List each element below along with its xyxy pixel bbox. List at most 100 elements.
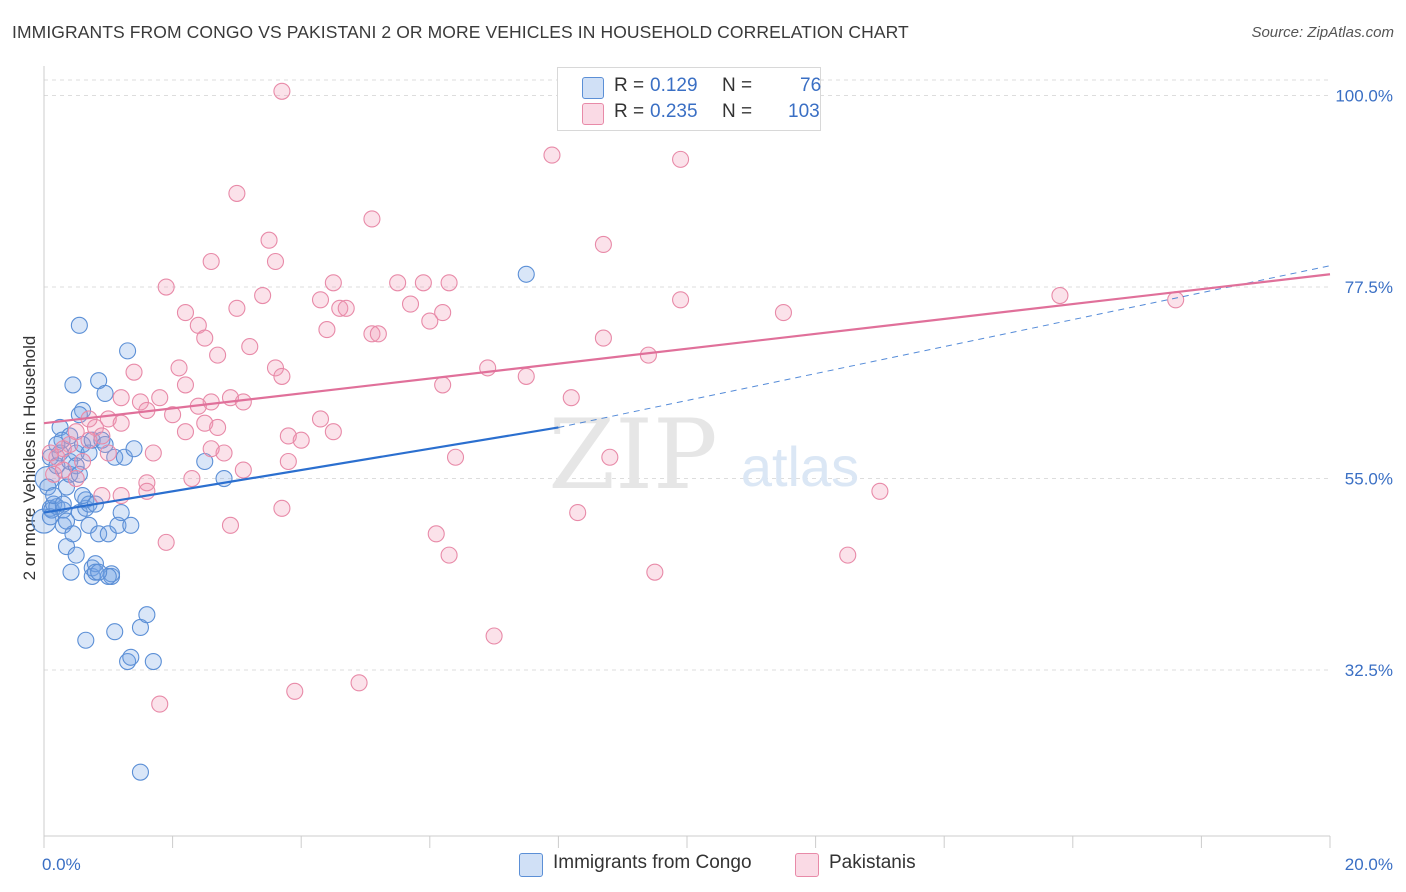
pakistani-point — [41, 444, 59, 462]
pakistani-point — [112, 389, 130, 407]
pakistani-point — [215, 444, 233, 462]
pakistani-point — [440, 546, 458, 564]
pakistani-point — [125, 363, 143, 381]
legend-label-pakistanis: Pakistanis — [829, 852, 916, 873]
r-label: R = — [614, 101, 645, 122]
pakistani-point — [446, 448, 465, 466]
congo-point — [119, 342, 137, 360]
pakistani-point — [421, 312, 439, 330]
congo-point — [90, 525, 108, 543]
pakistani-point — [209, 346, 227, 364]
pakistani-point — [209, 418, 227, 437]
pakistani-point — [157, 278, 175, 296]
pakistani-point — [144, 444, 162, 462]
y-tick-label: 55.0% — [1345, 470, 1393, 489]
pakistani-point — [221, 516, 240, 534]
pakistani-point — [266, 252, 285, 271]
pakistani-point — [260, 231, 278, 249]
pakistani-point — [112, 414, 130, 432]
pakistani-point — [363, 325, 381, 343]
congo-point — [112, 504, 130, 522]
source-label: Source: ZipAtlas.com — [1251, 24, 1394, 41]
congo-point — [131, 763, 149, 781]
x-tick-label-min: 0.0% — [42, 855, 81, 874]
pakistani-point — [273, 367, 291, 385]
pakistani-point — [279, 427, 297, 445]
congo-point — [67, 444, 85, 462]
congo-point — [96, 384, 114, 402]
congo-point — [125, 440, 143, 458]
pakistani-point — [646, 563, 664, 581]
pakistani-point — [241, 338, 259, 356]
pakistani-point — [401, 295, 420, 313]
pakistani-point — [318, 321, 336, 339]
pakistani-point — [234, 461, 252, 479]
pakistani-point — [273, 82, 291, 100]
pakistani-point — [183, 469, 201, 488]
pakistani-point — [639, 346, 657, 364]
congo-point — [106, 623, 124, 641]
pakistani-point — [414, 274, 432, 292]
pakistani-point — [254, 286, 272, 305]
pakistani-point — [266, 359, 285, 377]
r-value: 0.129 — [650, 75, 698, 96]
pakistani-point — [1167, 291, 1185, 309]
pakistani-point — [517, 367, 535, 385]
pakistani-point — [234, 393, 252, 411]
pakistani-point — [164, 406, 182, 424]
pakistani-point — [292, 431, 310, 449]
congo-point — [80, 516, 98, 534]
pakistani-point — [324, 274, 342, 292]
chart-title: IMMIGRANTS FROM CONGO VS PAKISTANI 2 OR … — [12, 22, 909, 42]
congo-point — [109, 516, 127, 534]
n-value: 76 — [800, 75, 822, 96]
pakistani-point — [601, 448, 619, 466]
pakistani-point — [151, 695, 169, 713]
pakistani-point — [594, 329, 612, 347]
congo-point — [102, 565, 121, 583]
congo-trend-line — [43, 426, 559, 514]
pakistani-point — [151, 389, 169, 407]
congo-point — [80, 444, 98, 462]
pakistani-point — [228, 184, 246, 202]
y-tick-label: 32.5% — [1345, 661, 1393, 680]
pakistani-point — [363, 210, 381, 228]
pakistani-point — [389, 274, 407, 292]
pakistani-point — [67, 469, 85, 488]
r-label: R = — [614, 75, 645, 96]
pakistani-point — [324, 423, 342, 441]
pakistani-point — [99, 444, 117, 462]
congo-point — [51, 418, 69, 437]
congo-point — [74, 487, 92, 505]
x-tick-label-max: 20.0% — [1345, 855, 1393, 874]
pakistani-point — [286, 682, 304, 700]
n-value: 103 — [788, 101, 820, 122]
pakistani-point — [350, 674, 368, 692]
pakistani-point — [45, 465, 63, 483]
pakistani-point — [311, 410, 330, 428]
pakistani-point — [54, 461, 72, 479]
pakistani-point — [562, 389, 580, 407]
legend-label-congo: Immigrants from Congo — [553, 852, 752, 873]
pakistani-point — [74, 452, 92, 471]
pakistani-point — [202, 252, 220, 271]
congo-point — [144, 652, 162, 671]
pakistani-point — [485, 627, 503, 645]
pakistani-point — [170, 359, 188, 377]
n-label: N = — [722, 75, 753, 96]
pakistani-point — [176, 423, 195, 441]
pakistani-trend-line — [43, 273, 1331, 425]
watermark-atlas: atlas — [741, 435, 859, 498]
correlation-legend: R = 0.129 N = 76 R = 0.235 N = 103 — [557, 67, 821, 131]
pakistani-point — [672, 150, 690, 168]
pakistani-point — [196, 414, 214, 432]
congo-point — [64, 376, 82, 394]
pakistani-point — [434, 304, 452, 322]
pakistani-point — [1051, 286, 1069, 305]
congo-point — [122, 516, 140, 534]
pakistani-point — [131, 393, 149, 411]
pakistani-point — [543, 146, 561, 164]
congo-point — [57, 478, 76, 496]
pakistani-point — [273, 499, 291, 517]
